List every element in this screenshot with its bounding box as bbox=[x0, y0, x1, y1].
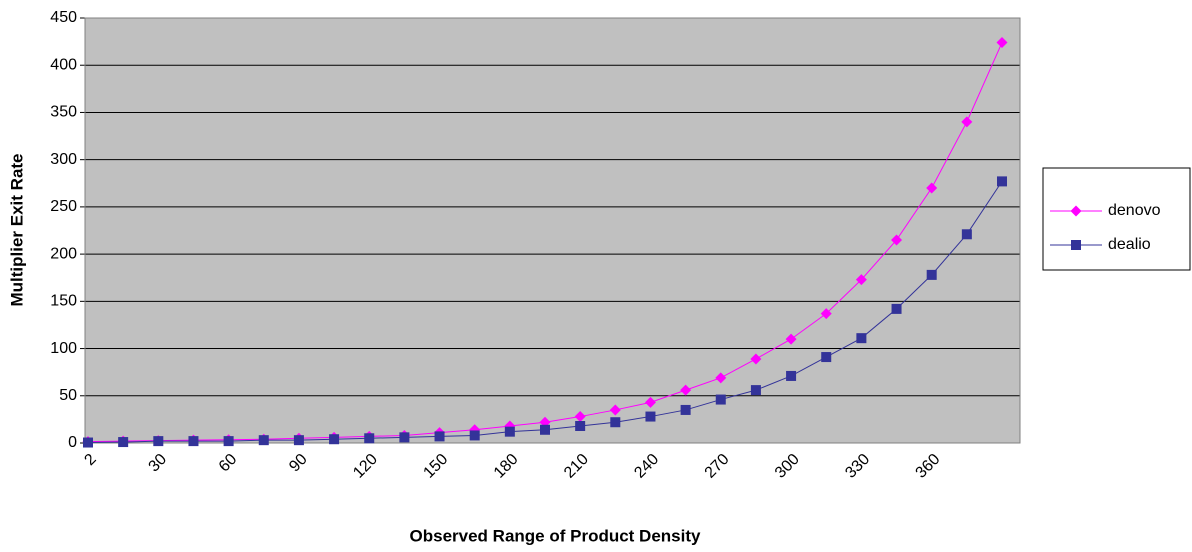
data-point bbox=[750, 385, 761, 396]
legend-label: denovo bbox=[1108, 202, 1161, 219]
y-tick-label: 300 bbox=[50, 151, 77, 168]
x-tick-label: 270 bbox=[702, 451, 733, 482]
x-axis-title: Observed Range of Product Density bbox=[410, 526, 701, 545]
x-tick-label: 120 bbox=[350, 451, 381, 482]
data-point bbox=[891, 303, 902, 314]
data-point bbox=[188, 436, 199, 447]
data-point bbox=[996, 37, 1008, 49]
legend-marker bbox=[1070, 205, 1082, 217]
legend-marker bbox=[1071, 240, 1081, 250]
data-point bbox=[856, 333, 867, 344]
y-tick-label: 250 bbox=[50, 198, 77, 215]
legend-label: dealio bbox=[1108, 236, 1151, 253]
y-axis-title: Multiplier Exit Rate bbox=[7, 153, 26, 306]
y-tick-label: 150 bbox=[50, 293, 77, 310]
data-point bbox=[997, 176, 1007, 187]
x-tick-label: 30 bbox=[146, 451, 171, 476]
legend-box bbox=[1042, 167, 1191, 271]
x-tick-label: 360 bbox=[913, 451, 944, 482]
y-tick-label: 100 bbox=[50, 340, 77, 357]
x-tick-label: 150 bbox=[420, 451, 451, 482]
data-point bbox=[926, 182, 938, 194]
x-tick-label: 180 bbox=[491, 451, 522, 482]
x-tick-label: 60 bbox=[216, 451, 241, 476]
data-point bbox=[504, 426, 515, 437]
data-point bbox=[609, 404, 621, 416]
data-point bbox=[540, 424, 550, 435]
data-point bbox=[891, 234, 903, 246]
data-point bbox=[750, 353, 762, 365]
data-point bbox=[821, 352, 832, 363]
data-point bbox=[961, 229, 972, 240]
y-tick-label: 450 bbox=[50, 9, 77, 26]
data-point bbox=[715, 394, 726, 405]
data-point bbox=[293, 435, 304, 446]
x-tick-label: 90 bbox=[286, 451, 311, 476]
data-point bbox=[820, 308, 832, 320]
x-tick-label: 330 bbox=[842, 451, 873, 482]
data-point bbox=[715, 372, 727, 384]
data-point bbox=[644, 396, 656, 408]
data-point bbox=[118, 437, 129, 448]
data-point bbox=[329, 434, 340, 445]
x-tick-label: 300 bbox=[772, 451, 803, 482]
data-point bbox=[610, 417, 621, 428]
data-point bbox=[434, 431, 445, 442]
data-point bbox=[680, 384, 692, 396]
data-point bbox=[399, 432, 410, 443]
data-point bbox=[645, 411, 656, 422]
data-point bbox=[574, 411, 586, 423]
data-point bbox=[786, 370, 797, 381]
plot-area bbox=[85, 18, 1020, 443]
data-point bbox=[469, 430, 480, 441]
data-point bbox=[575, 421, 586, 431]
plot-border bbox=[84, 17, 1021, 444]
data-point bbox=[83, 437, 93, 448]
data-point bbox=[153, 436, 164, 447]
data-point bbox=[258, 435, 269, 446]
x-tick-label: 210 bbox=[561, 451, 592, 482]
data-point bbox=[364, 433, 375, 444]
y-tick-label: 200 bbox=[50, 245, 77, 262]
y-tick-label: 0 bbox=[68, 434, 77, 451]
y-tick-label: 50 bbox=[59, 387, 77, 404]
y-tick-label: 400 bbox=[50, 56, 77, 73]
data-point bbox=[926, 269, 937, 280]
x-tick-label: 240 bbox=[631, 451, 662, 482]
data-point bbox=[785, 333, 797, 345]
x-tick-label: 2 bbox=[81, 451, 99, 469]
data-point bbox=[855, 274, 867, 286]
data-point bbox=[223, 436, 234, 447]
data-point bbox=[680, 404, 691, 415]
data-point bbox=[961, 116, 973, 128]
y-tick-label: 350 bbox=[50, 104, 77, 121]
